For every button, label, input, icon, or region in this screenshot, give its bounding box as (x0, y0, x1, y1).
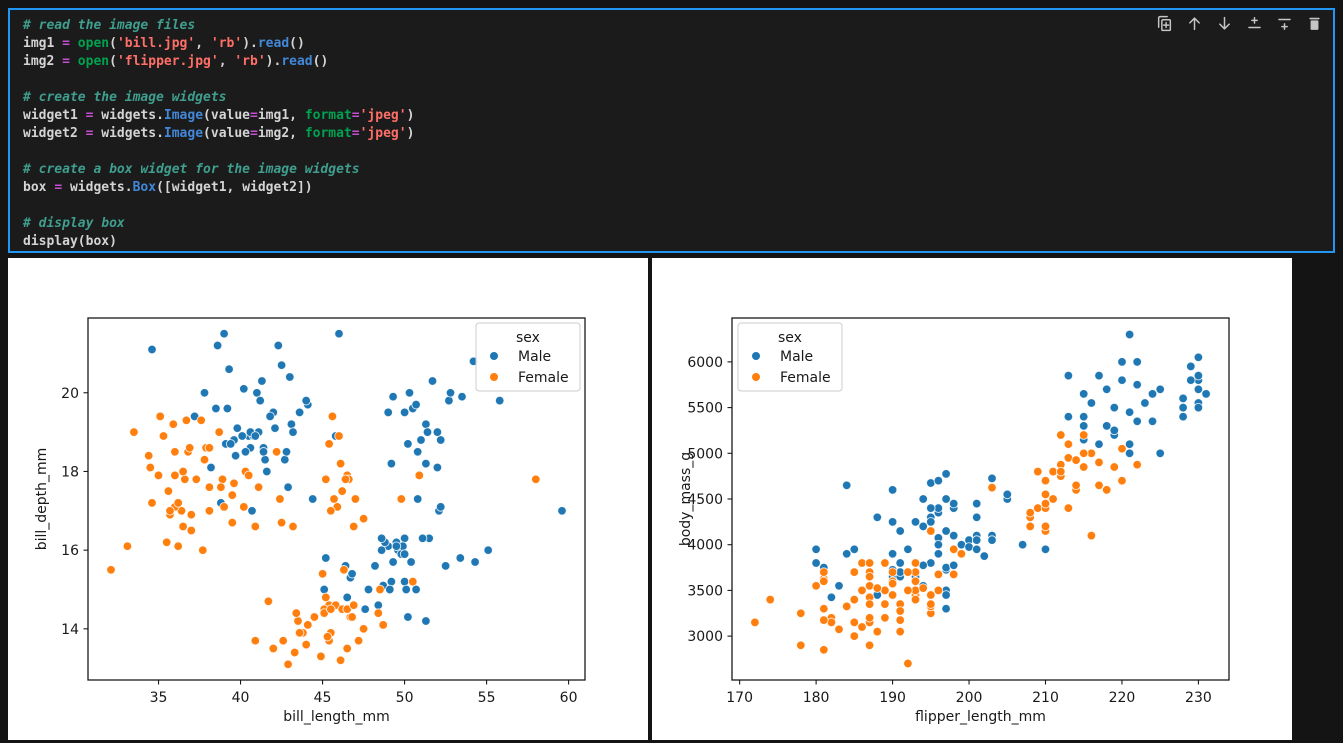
svg-text:50: 50 (396, 690, 414, 706)
svg-text:40: 40 (232, 690, 250, 706)
svg-text:190: 190 (879, 690, 906, 706)
svg-text:220: 220 (1109, 690, 1136, 706)
svg-text:4000: 4000 (687, 538, 723, 554)
bill-scatter-chart: 35 40 45 50 55 60 14 16 18 20 bill_length_mm bill_d… (8, 258, 648, 740)
insert-cell-above-button[interactable] (1244, 13, 1265, 34)
svg-text:flipper_length_mm: flipper_length_mm (915, 709, 1046, 725)
code-line: # create a box widget for the image widg… (23, 162, 360, 177)
flipper-scatter-chart: 170 180 190 200 210 220 230 3000 3500 4000 4500 500… (652, 258, 1292, 740)
svg-text:60: 60 (560, 690, 578, 706)
cell-toolbar (1154, 13, 1325, 34)
code-line (23, 71, 1333, 89)
delete-cell-button[interactable] (1304, 13, 1325, 34)
code-line (23, 143, 1333, 161)
svg-text:5500: 5500 (687, 401, 723, 417)
svg-text:bill_length_mm: bill_length_mm (283, 709, 389, 725)
code-line: # read the image files (23, 18, 196, 33)
svg-text:5000: 5000 (687, 446, 723, 462)
move-cell-up-button[interactable] (1184, 13, 1205, 34)
svg-text:35: 35 (150, 690, 168, 706)
svg-text:6000: 6000 (687, 355, 723, 371)
code-editor[interactable]: # read the image files img1 = open('bill.… (10, 10, 1333, 251)
output-image-flipper-plot: 170 180 190 200 210 220 230 3000 3500 4000 4500 500… (652, 258, 1292, 740)
insert-above-icon (1248, 17, 1261, 29)
svg-text:14: 14 (61, 622, 79, 638)
svg-text:sex: sex (516, 330, 540, 346)
code-line: widget1 = widgets.Image(value=img1, form… (23, 108, 415, 123)
svg-text:4500: 4500 (687, 492, 723, 508)
code-line (23, 197, 1333, 215)
svg-text:sex: sex (778, 330, 802, 346)
code-line: # display box (23, 216, 125, 231)
arrow-down-icon (1219, 16, 1230, 30)
svg-text:Female: Female (518, 370, 569, 386)
svg-text:45: 45 (314, 690, 332, 706)
duplicate-cell-button[interactable] (1154, 13, 1175, 34)
svg-text:16: 16 (61, 543, 79, 559)
svg-text:Male: Male (518, 349, 551, 365)
svg-text:20: 20 (61, 386, 79, 402)
svg-text:200: 200 (956, 690, 983, 706)
svg-text:170: 170 (726, 690, 753, 706)
duplicate-cell-icon (1157, 15, 1172, 32)
svg-text:3500: 3500 (687, 583, 723, 599)
svg-text:18: 18 (61, 464, 79, 480)
cell-output: 35 40 45 50 55 60 14 16 18 20 bill_length_mm bill_d… (8, 258, 1292, 740)
svg-text:body_mass_g: body_mass_g (678, 452, 694, 546)
insert-below-icon (1278, 18, 1291, 30)
svg-text:Male: Male (780, 349, 813, 365)
svg-text:180: 180 (803, 690, 830, 706)
code-line: display(box) (23, 234, 117, 249)
code-line: widget2 = widgets.Image(value=img2, form… (23, 126, 415, 141)
svg-text:3000: 3000 (687, 629, 723, 645)
svg-text:210: 210 (1032, 690, 1059, 706)
arrow-up-icon (1189, 17, 1200, 31)
code-cell: # read the image files img1 = open('bill.… (8, 8, 1335, 253)
move-cell-down-button[interactable] (1214, 13, 1235, 34)
code-line: img1 = open('bill.jpg', 'rb').read() (23, 36, 305, 51)
svg-text:230: 230 (1185, 690, 1212, 706)
code-line: img2 = open('flipper.jpg', 'rb').read() (23, 54, 329, 69)
code-line: # create the image widgets (23, 90, 227, 105)
code-line: box = widgets.Box([widget1, widget2]) (23, 180, 313, 195)
svg-text:55: 55 (478, 690, 496, 706)
svg-text:Female: Female (780, 370, 831, 386)
svg-text:bill_depth_mm: bill_depth_mm (34, 448, 50, 551)
output-image-bill-plot: 35 40 45 50 55 60 14 16 18 20 bill_length_mm bill_d… (8, 258, 648, 740)
trash-icon (1309, 17, 1320, 30)
insert-cell-below-button[interactable] (1274, 13, 1295, 34)
